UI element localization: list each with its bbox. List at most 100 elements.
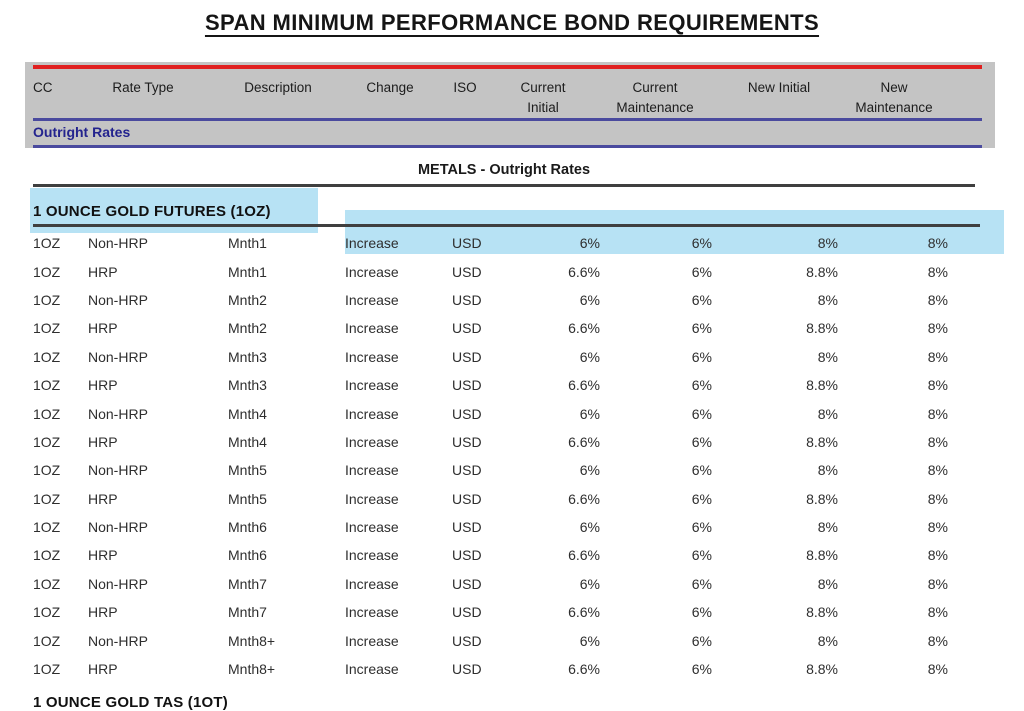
cell-new-maintenance: 8% <box>927 377 948 394</box>
section-title-gold-futures: 1 OUNCE GOLD FUTURES (1OZ) <box>33 203 271 220</box>
cell-new-maintenance: 8% <box>927 575 948 592</box>
cell-description: Mnth8+ <box>228 661 276 678</box>
cell-cc: 1OZ <box>33 575 61 592</box>
group-heading-metals: METALS - Outright Rates <box>417 162 591 178</box>
cell-iso: USD <box>452 348 482 365</box>
cell-cc: 1OZ <box>33 462 61 479</box>
table-row: 1OZ HRP Mnth3 Increase USD 6.6% 6% 8.8% … <box>0 371 1024 399</box>
cell-rate-type: HRP <box>88 377 118 394</box>
cell-change: Increase <box>345 490 399 507</box>
cell-description: Mnth6 <box>228 547 267 564</box>
cell-rate-type: Non-HRP <box>88 348 148 365</box>
cell-new-maintenance: 8% <box>927 348 948 365</box>
table-row: 1OZ HRP Mnth7 Increase USD 6.6% 6% 8.8% … <box>0 598 1024 626</box>
cell-cc: 1OZ <box>33 348 61 365</box>
col-header-description: Description <box>244 80 312 95</box>
cell-iso: USD <box>452 235 482 252</box>
cell-change: Increase <box>345 575 399 592</box>
cell-current-initial: 6.6% <box>568 377 600 394</box>
cell-description: Mnth1 <box>228 263 267 280</box>
cell-rate-type: HRP <box>88 604 118 621</box>
cell-change: Increase <box>345 348 399 365</box>
cell-rate-type: HRP <box>88 661 118 678</box>
cell-current-initial: 6% <box>579 575 600 592</box>
section-title-gold-tas: 1 OUNCE GOLD TAS (1OT) <box>33 694 228 711</box>
table-row: 1OZ Non-HRP Mnth1 Increase USD 6% 6% 8% … <box>0 229 1024 257</box>
page-title: SPAN MINIMUM PERFORMANCE BOND REQUIREMEN… <box>204 10 820 35</box>
cell-iso: USD <box>452 291 482 308</box>
cell-cc: 1OZ <box>33 291 61 308</box>
cell-current-maintenance: 6% <box>691 462 712 479</box>
cell-current-initial: 6% <box>579 462 600 479</box>
cell-change: Increase <box>345 405 399 422</box>
cell-cc: 1OZ <box>33 547 61 564</box>
cell-current-maintenance: 6% <box>691 575 712 592</box>
cell-new-initial: 8.8% <box>806 490 838 507</box>
table-header-bar: CC Rate Type Description Change ISO Curr… <box>25 62 995 148</box>
cell-change: Increase <box>345 462 399 479</box>
cell-change: Increase <box>345 377 399 394</box>
table-row: 1OZ Non-HRP Mnth5 Increase USD 6% 6% 8% … <box>0 456 1024 484</box>
cell-new-maintenance: 8% <box>927 604 948 621</box>
cell-current-initial: 6% <box>579 348 600 365</box>
table-row: 1OZ HRP Mnth6 Increase USD 6.6% 6% 8.8% … <box>0 541 1024 569</box>
cell-cc: 1OZ <box>33 661 61 678</box>
cell-rate-type: HRP <box>88 490 118 507</box>
col-header-cc: CC <box>33 80 53 95</box>
cell-rate-type: HRP <box>88 320 118 337</box>
cell-rate-type: Non-HRP <box>88 519 148 536</box>
cell-iso: USD <box>452 661 482 678</box>
cell-new-maintenance: 8% <box>927 547 948 564</box>
cell-iso: USD <box>452 519 482 536</box>
col-header-new-initial: New Initial <box>747 80 811 95</box>
cell-description: Mnth2 <box>228 320 267 337</box>
cell-new-maintenance: 8% <box>927 490 948 507</box>
cell-current-maintenance: 6% <box>691 291 712 308</box>
col-header-current-initial: Current Initial <box>520 80 566 115</box>
cell-description: Mnth5 <box>228 462 267 479</box>
cell-cc: 1OZ <box>33 490 61 507</box>
cell-new-initial: 8% <box>817 348 838 365</box>
cell-current-maintenance: 6% <box>691 377 712 394</box>
cell-change: Increase <box>345 661 399 678</box>
outright-rates-label: Outright Rates <box>33 124 131 140</box>
cell-new-maintenance: 8% <box>927 433 948 450</box>
cell-new-initial: 8.8% <box>806 320 838 337</box>
table-row: 1OZ Non-HRP Mnth3 Increase USD 6% 6% 8% … <box>0 343 1024 371</box>
cell-iso: USD <box>452 433 482 450</box>
cell-change: Increase <box>345 632 399 649</box>
col-header-rate-type: Rate Type <box>112 80 174 95</box>
table-row: 1OZ HRP Mnth4 Increase USD 6.6% 6% 8.8% … <box>0 428 1024 456</box>
cell-current-initial: 6.6% <box>568 433 600 450</box>
cell-rate-type: HRP <box>88 547 118 564</box>
cell-new-initial: 8.8% <box>806 263 838 280</box>
cell-new-maintenance: 8% <box>927 291 948 308</box>
cell-new-initial: 8% <box>817 291 838 308</box>
cell-rate-type: Non-HRP <box>88 235 148 252</box>
cell-new-initial: 8.8% <box>806 377 838 394</box>
cell-new-initial: 8% <box>817 519 838 536</box>
table-row: 1OZ HRP Mnth1 Increase USD 6.6% 6% 8.8% … <box>0 257 1024 285</box>
cell-new-maintenance: 8% <box>927 320 948 337</box>
cell-current-maintenance: 6% <box>691 490 712 507</box>
cell-iso: USD <box>452 377 482 394</box>
cell-current-maintenance: 6% <box>691 348 712 365</box>
cell-current-maintenance: 6% <box>691 320 712 337</box>
blue-rule-bottom <box>33 145 982 148</box>
cell-current-initial: 6% <box>579 405 600 422</box>
cell-cc: 1OZ <box>33 632 61 649</box>
cell-current-initial: 6% <box>579 291 600 308</box>
table-row: 1OZ Non-HRP Mnth6 Increase USD 6% 6% 8% … <box>0 513 1024 541</box>
cell-rate-type: Non-HRP <box>88 405 148 422</box>
highlight-annotation-first-row <box>345 210 1004 254</box>
cell-iso: USD <box>452 604 482 621</box>
cell-current-maintenance: 6% <box>691 547 712 564</box>
cell-new-maintenance: 8% <box>927 462 948 479</box>
table-row: 1OZ Non-HRP Mnth8+ Increase USD 6% 6% 8%… <box>0 626 1024 654</box>
cell-current-initial: 6% <box>579 235 600 252</box>
cell-current-initial: 6% <box>579 519 600 536</box>
cell-cc: 1OZ <box>33 263 61 280</box>
cell-new-initial: 8.8% <box>806 604 838 621</box>
cell-current-maintenance: 6% <box>691 235 712 252</box>
cell-current-maintenance: 6% <box>691 263 712 280</box>
